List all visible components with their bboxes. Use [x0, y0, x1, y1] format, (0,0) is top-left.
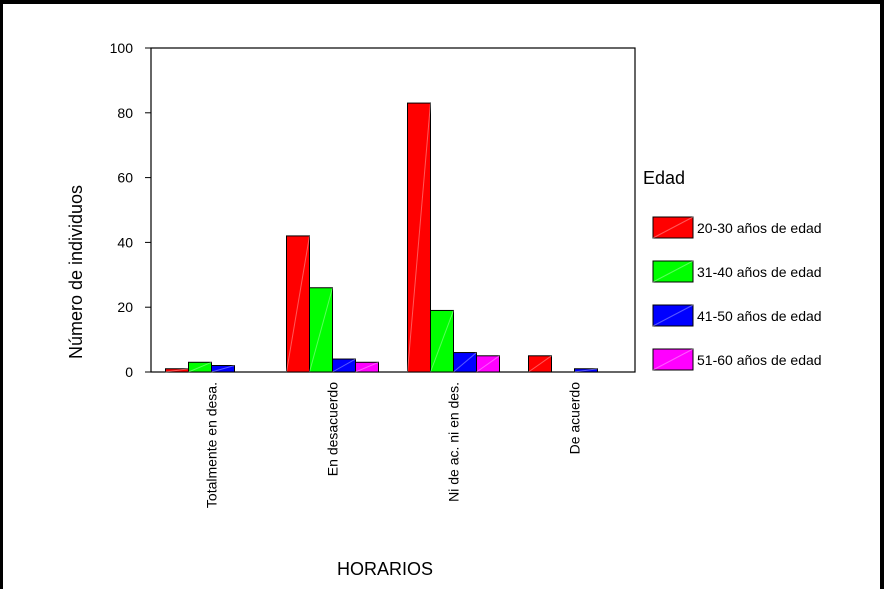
bar-rect — [355, 361, 379, 373]
legend-swatch — [652, 304, 694, 327]
legend-swatch — [652, 216, 694, 239]
legend-item: 31-40 años de edad — [652, 260, 822, 283]
bar-rect — [211, 365, 235, 373]
legend-item: 41-50 años de edad — [652, 304, 822, 327]
bar — [430, 309, 454, 373]
plot-border — [150, 47, 636, 373]
legend-swatch-sheen — [652, 216, 694, 239]
y-axis: 0 20 40 60 80 100 — [110, 40, 151, 380]
bar-sheen — [407, 103, 431, 373]
legend-title: Edad — [643, 168, 685, 188]
bar — [453, 352, 477, 373]
legend-label: 51-60 años de edad — [697, 352, 822, 368]
legend-swatch — [652, 348, 694, 371]
x-tick-label: En desacuerdo — [325, 382, 341, 476]
bar-rect — [407, 102, 431, 373]
bar — [165, 368, 189, 373]
bar — [309, 287, 333, 373]
bar-sheen — [453, 352, 477, 373]
legend-label: 31-40 años de edad — [697, 264, 822, 280]
x-tick-label: De acuerdo — [567, 382, 583, 455]
bar-sheen — [286, 235, 310, 373]
legend-swatch-sheen — [652, 260, 694, 283]
bar — [286, 235, 310, 373]
legend-swatch-sheen — [652, 304, 694, 327]
y-tick-label: 80 — [117, 105, 133, 121]
legend-label: 20-30 años de edad — [697, 220, 822, 236]
bar-rect — [476, 355, 500, 373]
bar — [407, 102, 431, 373]
bar — [476, 355, 500, 373]
bar — [188, 361, 212, 373]
bar-sheen — [528, 355, 552, 373]
bar-chart: 0 20 40 60 80 100 Totalmente en desa. En desac… — [66, 40, 822, 579]
y-tick-label: 100 — [110, 40, 134, 56]
bar — [528, 355, 552, 373]
bar-sheen — [188, 361, 212, 373]
bar-rect — [574, 368, 598, 373]
bar — [574, 368, 598, 373]
plot-area — [150, 47, 636, 373]
bar-sheen — [574, 368, 598, 373]
bar-sheen — [309, 287, 333, 373]
legend-item: 20-30 años de edad — [652, 216, 822, 239]
bar-sheen — [355, 361, 379, 373]
bar-rect — [430, 309, 454, 373]
x-axis: Totalmente en desa. En desacuerdo Ni de ac… — [204, 382, 583, 508]
legend-item: 51-60 años de edad — [652, 348, 822, 371]
bar-sheen — [332, 358, 356, 373]
y-axis-title: Número de individuos — [66, 185, 86, 359]
bar — [332, 358, 356, 373]
x-tick-label: Ni de ac. ni en des. — [446, 382, 462, 502]
bar — [211, 365, 235, 373]
bar — [355, 361, 379, 373]
bar-sheen — [476, 355, 500, 373]
bar-sheen — [165, 368, 189, 373]
y-tick-label: 0 — [125, 364, 133, 380]
bar-rect — [309, 287, 333, 373]
y-tick-label: 60 — [117, 170, 133, 186]
bar-rect — [528, 355, 552, 373]
legend-label: 41-50 años de edad — [697, 308, 822, 324]
legend-swatch — [652, 260, 694, 283]
x-axis-title: HORARIOS — [337, 559, 433, 579]
bar-sheen — [211, 365, 235, 373]
legend: Edad 20-30 años de edad 31-40 años de eda… — [643, 168, 822, 371]
bar-sheen — [430, 310, 454, 373]
legend-swatch-sheen — [652, 348, 694, 371]
y-tick-label: 20 — [117, 299, 133, 315]
bars — [165, 102, 598, 373]
y-tick-label: 40 — [117, 234, 133, 250]
x-tick-label: Totalmente en desa. — [204, 382, 220, 508]
